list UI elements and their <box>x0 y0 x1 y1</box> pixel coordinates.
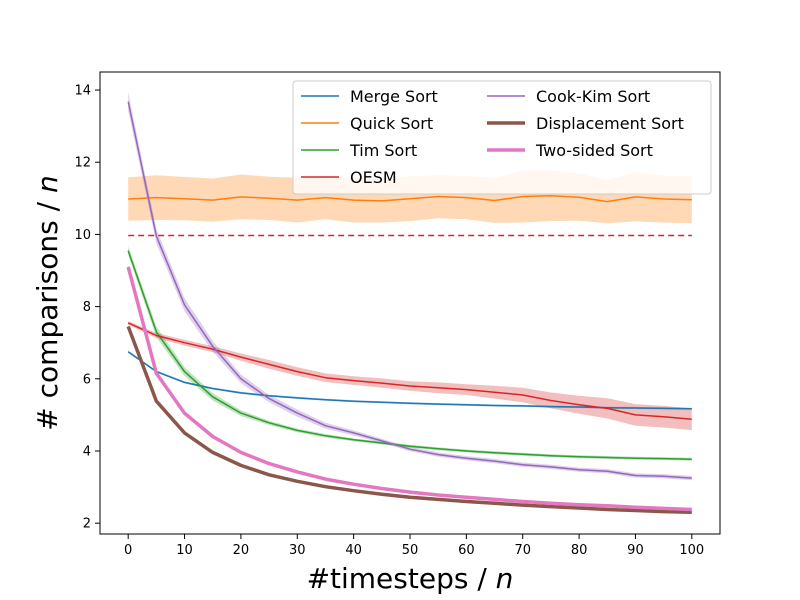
x-tick-label: 30 <box>289 543 306 558</box>
x-tick-label: 90 <box>627 543 644 558</box>
legend-label-oesm: OESM <box>350 168 397 187</box>
x-axis-label-variable: n <box>496 562 514 595</box>
line-cook-kim-sort <box>127 101 692 479</box>
line-two-sided-sort <box>126 266 692 512</box>
x-axis-label: #timesteps / n <box>307 562 514 595</box>
x-tick-label: 10 <box>176 543 193 558</box>
line-tim-sort <box>127 250 692 461</box>
y-tick-label: 6 <box>83 372 91 387</box>
y-tick-label: 10 <box>74 228 91 243</box>
legend-label-tim-sort: Tim Sort <box>349 141 417 160</box>
x-tick-label: 0 <box>124 543 132 558</box>
y-axis-label-variable: n <box>31 175 64 193</box>
series-lines <box>126 101 692 515</box>
x-tick-label: 50 <box>402 543 419 558</box>
legend-label-displacement-sort: Displacement Sort <box>536 114 684 133</box>
x-tick-label: 100 <box>679 543 704 558</box>
legend-label-merge-sort: Merge Sort <box>350 87 438 106</box>
legend-box <box>292 80 712 195</box>
x-tick-label: 40 <box>345 543 362 558</box>
legend-label-two-sided-sort: Two-sided Sort <box>535 141 653 160</box>
y-axis-ticks: 2 4 6 8 10 12 14 <box>74 84 100 532</box>
y-tick-label: 2 <box>83 517 91 532</box>
y-axis-label: # comparisons / n <box>31 175 64 430</box>
band-oesm <box>128 321 692 431</box>
line-displacement-sort <box>126 325 692 515</box>
legend-label-quick-sort: Quick Sort <box>350 114 433 133</box>
x-tick-label: 60 <box>458 543 475 558</box>
x-axis-label-text: #timesteps / <box>307 562 496 595</box>
legend: Merge Sort Quick Sort Tim Sort OESM Cook-Kim… <box>292 80 712 195</box>
x-tick-label: 80 <box>571 543 588 558</box>
x-axis-ticks: 0 10 20 30 40 50 60 70 80 90 100 <box>124 534 704 558</box>
y-axis-label-text: # comparisons / <box>31 193 64 431</box>
y-tick-label: 12 <box>74 156 91 171</box>
band-merge-sort <box>128 350 692 410</box>
legend-label-cook-kim-sort: Cook-Kim Sort <box>536 87 650 106</box>
x-tick-label: 20 <box>233 543 250 558</box>
line-quick-sort <box>128 195 692 203</box>
x-tick-label: 70 <box>514 543 531 558</box>
line-oesm <box>127 322 692 420</box>
y-tick-label: 4 <box>83 444 91 459</box>
y-tick-label: 14 <box>74 84 91 99</box>
y-tick-label: 8 <box>83 300 91 315</box>
